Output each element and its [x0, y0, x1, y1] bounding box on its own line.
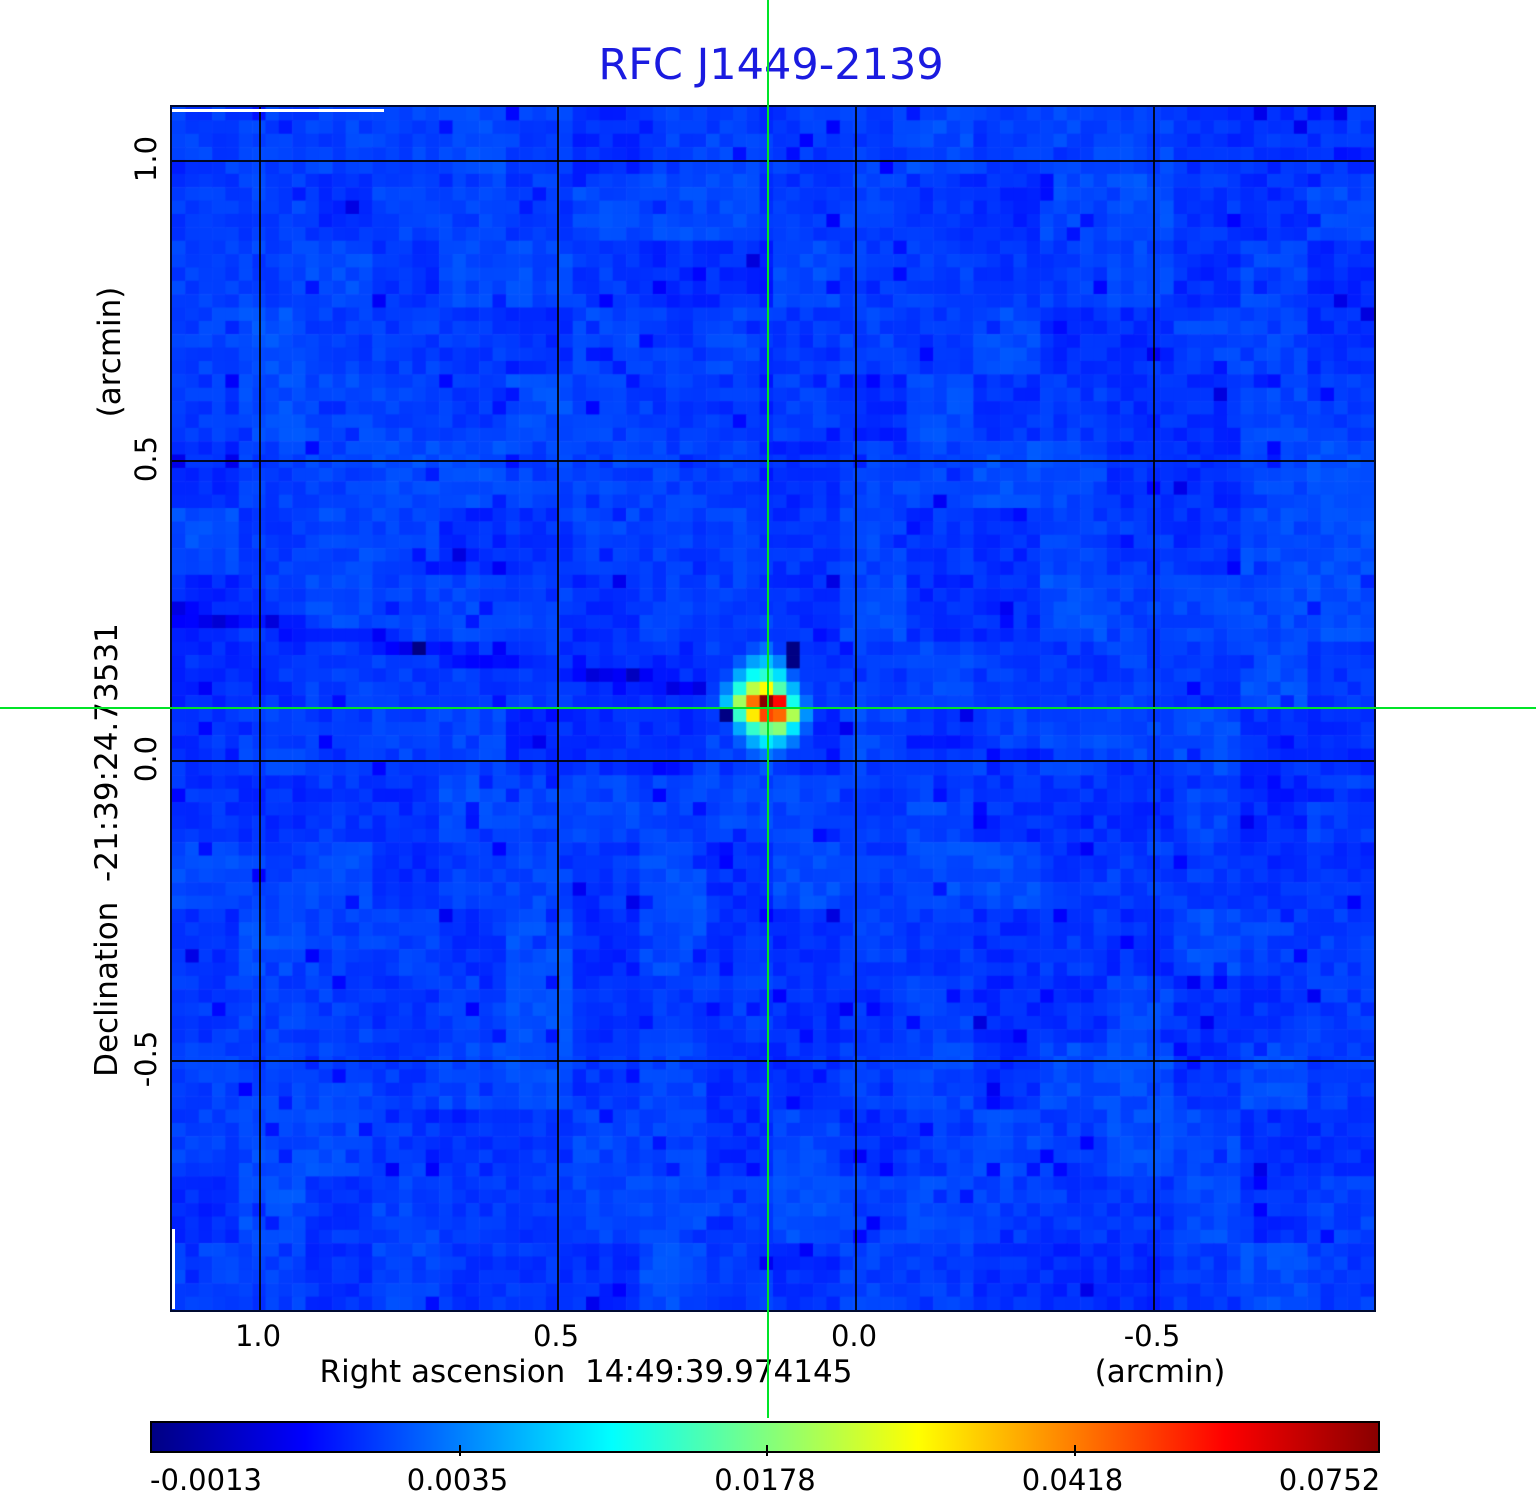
x-axis-title: Right ascension 14:49:39.974145 — [319, 1354, 853, 1390]
crosshair-horizontal-line — [0, 707, 1536, 710]
grid-line-horizontal — [172, 460, 1374, 462]
colorbar-tick-label: -0.0013 — [150, 1463, 262, 1497]
x-tick-label: -0.5 — [1123, 1319, 1181, 1353]
blanked-pixels — [172, 1229, 175, 1309]
grid-line-horizontal — [172, 760, 1374, 762]
y-tick-label: 0.5 — [129, 435, 163, 483]
colorbar — [150, 1421, 1380, 1456]
grid-line-horizontal — [172, 1060, 1374, 1062]
x-axis-unit-label: (arcmin) — [1094, 1354, 1226, 1390]
y-axis-title: Declination -21:39:24.73531 — [89, 623, 125, 1077]
colorbar-tick — [458, 1445, 461, 1456]
blanked-pixels — [172, 109, 384, 112]
y-tick-label: -0.5 — [129, 1030, 163, 1088]
x-tick-label: 0.5 — [532, 1319, 580, 1353]
colorbar-tick-label: 0.0035 — [406, 1463, 509, 1497]
x-tick-label: 1.0 — [234, 1319, 282, 1353]
x-tick-label: 0.0 — [830, 1319, 878, 1353]
colorbar-tick — [1073, 1445, 1076, 1456]
page-title: RFC J1449-2139 — [598, 40, 944, 90]
y-tick-label: 1.0 — [129, 135, 163, 183]
y-axis-unit-label: (arcmin) — [92, 286, 128, 418]
y-tick-label: 0.0 — [129, 735, 163, 783]
grid-line-horizontal — [172, 160, 1374, 162]
colorbar-tick-label: 0.0752 — [1278, 1463, 1381, 1497]
colorbar-tick-label: 0.0178 — [714, 1463, 816, 1497]
colorbar-tick-label: 0.0418 — [1021, 1463, 1124, 1497]
colorbar-tick — [766, 1445, 768, 1456]
